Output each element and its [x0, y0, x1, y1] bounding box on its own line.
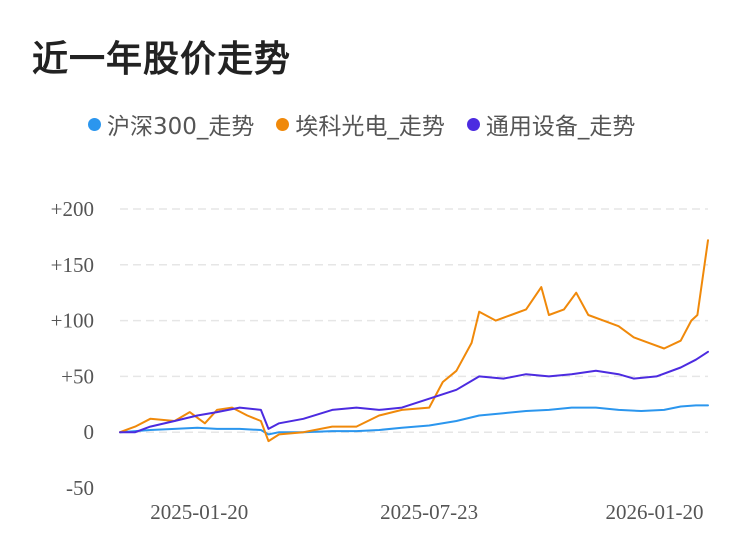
legend-dot-equipment [466, 117, 480, 131]
series-line-aike [119, 239, 709, 443]
x-tick-label: 2025-01-20 [150, 500, 248, 524]
x-tick-label: 2026-01-20 [605, 500, 703, 524]
legend-item-aike[interactable]: 埃科光电_走势 [276, 107, 445, 141]
legend-item-hs300[interactable]: 沪深300_走势 [88, 107, 254, 141]
legend-item-equipment[interactable]: 通用设备_走势 [466, 107, 636, 141]
y-tick-label: +150 [51, 253, 94, 277]
legend-dot-aike [276, 117, 290, 131]
y-tick-label: 0 [84, 420, 95, 444]
page-title: 近一年股价走势 [32, 39, 292, 80]
y-tick-label: +50 [61, 364, 94, 388]
legend-label-aike: 埃科光电_走势 [295, 114, 445, 140]
legend-label-hs300: 沪深300_走势 [107, 114, 255, 140]
legend-dot-hs300 [88, 117, 101, 131]
y-tick-label: -50 [66, 476, 94, 500]
series-line-equipment [119, 350, 709, 434]
chart-legend: 沪深300_走势 埃科光电_走势 通用设备_走势 [88, 106, 657, 142]
y-tick-label: +100 [51, 309, 94, 333]
x-tick-label: 2025-07-23 [380, 500, 478, 524]
legend-label-equipment: 通用设备_走势 [485, 114, 636, 140]
series-line-hs300 [119, 404, 709, 436]
y-tick-label: +200 [51, 197, 94, 221]
